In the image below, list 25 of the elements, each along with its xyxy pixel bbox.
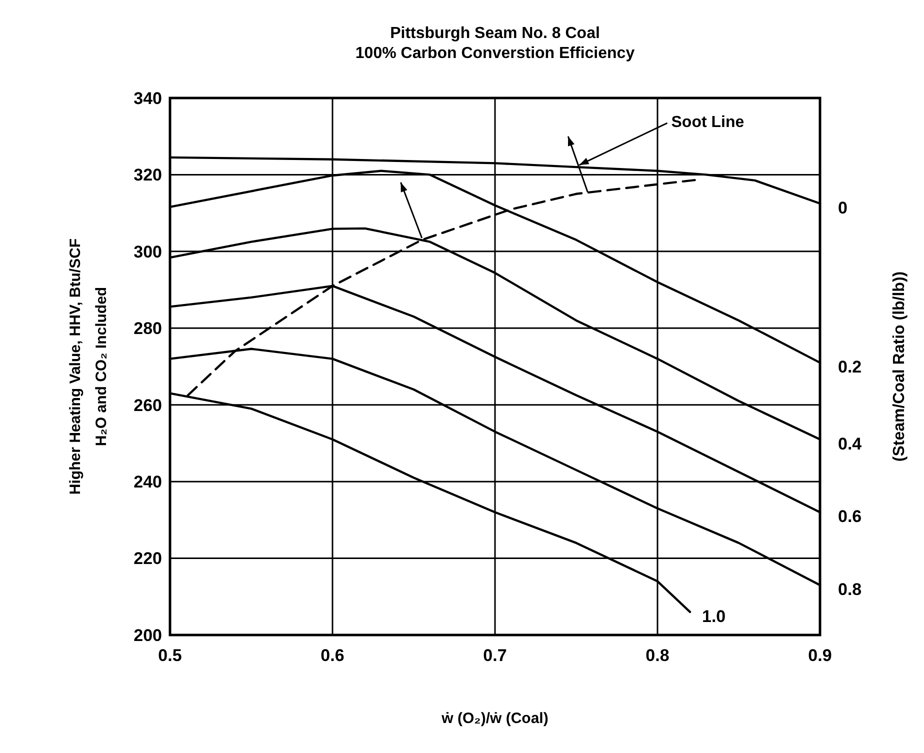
y-tick-label: 240 bbox=[134, 472, 162, 492]
series-label: 0.2 bbox=[838, 358, 862, 377]
series-label: 0.6 bbox=[838, 507, 862, 526]
x-tick-label: 0.6 bbox=[320, 646, 344, 665]
x-tick-label: 0.9 bbox=[808, 646, 832, 665]
y-tick-label: 300 bbox=[134, 242, 162, 262]
annotation: Soot Line bbox=[671, 114, 744, 132]
y-tick-label: 220 bbox=[134, 549, 162, 568]
series-label: 0.8 bbox=[838, 580, 862, 600]
x-tick-label: 0.7 bbox=[483, 646, 507, 665]
y-tick-label: 340 bbox=[134, 88, 162, 108]
chart-subtitle: 100% Carbon Converstion Efficiency bbox=[355, 45, 635, 62]
x-tick-label: 0.8 bbox=[646, 646, 670, 665]
y-tick-label: 200 bbox=[134, 626, 162, 645]
y-axis-title: Higher Heating Value, HHV, Btu/SCF H₂O and CO₂ Included bbox=[67, 238, 110, 495]
y-tick-label: 320 bbox=[134, 166, 162, 185]
legend-title: (Steam/Coal Ratio (lb/lb)) bbox=[891, 271, 908, 462]
chart-title: Pittsburgh Seam No. 8 Coal bbox=[390, 25, 600, 42]
y-tick-label: 280 bbox=[134, 319, 162, 338]
y-tick-label: 260 bbox=[134, 396, 162, 415]
series-label: 0 bbox=[838, 198, 848, 218]
x-tick-label: 0.5 bbox=[158, 646, 182, 665]
series-label: 0.4 bbox=[838, 434, 862, 454]
series-label: 1.0 bbox=[702, 606, 726, 626]
x-axis-title: ẇ (O₂)/ẇ (Coal) bbox=[440, 710, 548, 727]
